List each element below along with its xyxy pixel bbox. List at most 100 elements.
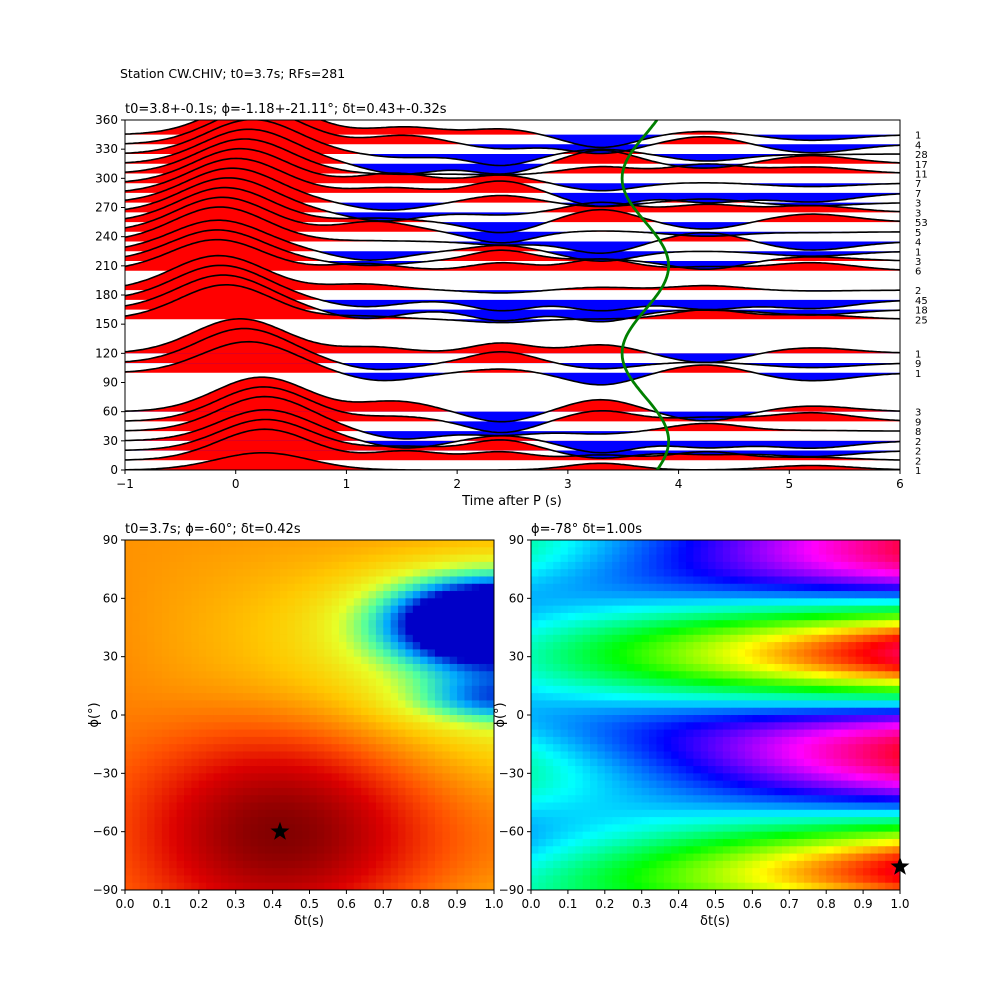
heatmap-cell — [641, 817, 650, 825]
heatmap-cell — [811, 678, 820, 687]
heatmap-cell — [132, 787, 141, 796]
heatmap-cell — [139, 802, 148, 811]
heatmap-cell — [176, 715, 185, 723]
heatmap-cell — [885, 722, 894, 731]
heatmap-cell — [700, 715, 709, 723]
heatmap-cell — [575, 729, 584, 738]
heatmap-cell — [449, 554, 458, 563]
heatmap-cell — [708, 736, 717, 745]
heatmap-cell — [375, 751, 384, 760]
heatmap-cell — [398, 824, 407, 833]
heatmap-cell — [361, 787, 370, 796]
heatmap-cell — [885, 678, 894, 687]
heatmap-cell — [715, 831, 724, 840]
heatmap-cell — [826, 627, 835, 636]
heatmap-cell — [353, 656, 362, 665]
heatmap-cell — [826, 875, 835, 884]
heatmap-cell — [722, 766, 731, 774]
heatmap-cell — [671, 642, 680, 650]
heatmap-cell — [737, 758, 746, 767]
heatmap-cell — [590, 875, 599, 884]
heatmap-cell — [826, 744, 835, 753]
heatmap-cell — [759, 634, 768, 643]
heatmap-cell — [324, 678, 333, 687]
heatmap-cell — [781, 671, 790, 680]
y-tick-label: −90 — [93, 883, 118, 897]
heatmap-cell — [582, 751, 591, 760]
heatmap-cell — [892, 547, 900, 556]
heatmap-cell — [663, 627, 672, 636]
heatmap-cell — [693, 547, 702, 556]
heatmap-cell — [737, 671, 746, 680]
heatmap-cell — [804, 853, 813, 862]
heatmap-cell — [309, 707, 318, 716]
heatmap-cell — [604, 868, 613, 877]
heatmap-cell — [390, 860, 399, 869]
heatmap-cell — [250, 642, 259, 650]
heatmap-cell — [420, 540, 429, 548]
heatmap-cell — [191, 751, 200, 760]
heatmap-cell — [693, 853, 702, 862]
heatmap-cell — [316, 838, 325, 847]
heatmap-cell — [590, 612, 599, 621]
heatmap-cell — [833, 802, 842, 811]
trace-fill-negative — [125, 363, 900, 370]
heatmap-cell — [818, 671, 827, 680]
heatmap-cell — [597, 649, 606, 658]
heatmap-cell — [161, 605, 170, 614]
heatmap-cell — [634, 627, 643, 636]
heatmap-cell — [339, 569, 347, 578]
heatmap-cell — [553, 802, 562, 811]
heatmap-cell — [840, 882, 849, 890]
heatmap-cell — [870, 853, 879, 862]
heatmap-cell — [789, 700, 798, 709]
heatmap-cell — [316, 685, 325, 694]
heatmap-cell — [235, 693, 244, 702]
heatmap-cell — [398, 868, 407, 877]
heatmap-cell — [649, 722, 658, 731]
heatmap-cell — [545, 569, 554, 578]
heatmap-cell — [331, 758, 340, 767]
heatmap-cell — [848, 620, 857, 629]
heatmap-cell — [228, 561, 237, 570]
heatmap-cell — [745, 853, 753, 862]
heatmap-cell — [287, 605, 296, 614]
heatmap-cell — [176, 868, 185, 877]
heatmap-cell — [279, 780, 288, 789]
heatmap-cell — [708, 838, 717, 847]
heatmap-cell — [147, 663, 156, 672]
heatmap-cell — [700, 605, 709, 614]
heatmap-cell — [597, 547, 606, 556]
heatmap-cell — [442, 875, 451, 884]
heatmap-cell — [213, 766, 222, 774]
heatmap-cell — [383, 700, 392, 709]
heatmap-cell — [781, 678, 790, 687]
heatmap-cell — [309, 809, 318, 818]
heatmap-cell — [531, 809, 539, 818]
heatmap-cell — [641, 744, 650, 753]
heatmap-cell — [250, 634, 259, 643]
heatmap-cell — [730, 583, 739, 592]
heatmap-cell — [885, 846, 894, 855]
heatmap-cell — [826, 671, 835, 680]
heatmap-cell — [656, 875, 665, 884]
heatmap-cell — [863, 831, 872, 840]
heatmap-cell — [191, 773, 200, 782]
heatmap-cell — [767, 569, 776, 578]
heatmap-cell — [826, 540, 835, 548]
heatmap-cell — [213, 868, 222, 877]
heatmap-cell — [294, 671, 303, 680]
heatmap-cell — [184, 809, 193, 818]
heatmap-cell — [626, 700, 635, 709]
heatmap-cell — [700, 751, 709, 760]
heatmap-cell — [375, 715, 384, 723]
heatmap-cell — [331, 642, 340, 650]
heatmap-cell — [700, 583, 709, 592]
heatmap-cell — [316, 751, 325, 760]
heatmap-cell — [531, 707, 539, 716]
heatmap-cell — [567, 758, 576, 767]
heatmap-cell — [316, 707, 325, 716]
heatmap-cell — [722, 809, 731, 818]
heatmap-cell — [479, 802, 488, 811]
heatmap-cell — [678, 831, 687, 840]
